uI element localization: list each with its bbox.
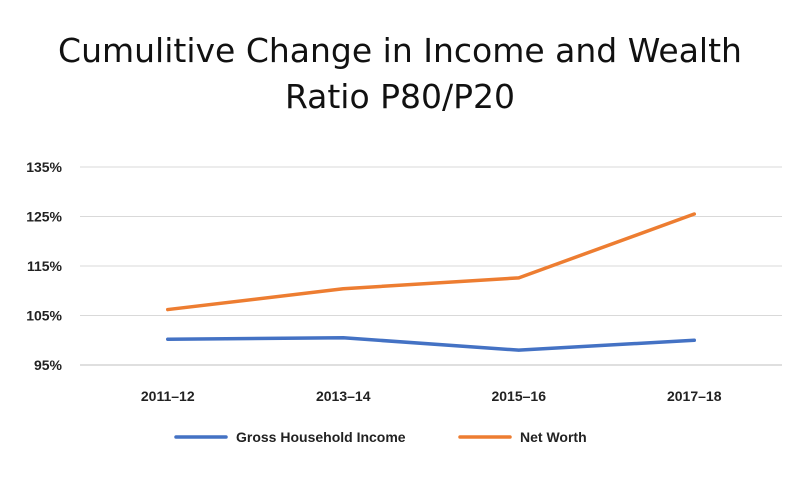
chart-title: Cumulitive Change in Income and Wealth R… [0,28,800,120]
series-line-1 [166,336,696,352]
data-point [341,287,345,291]
data-point [692,338,696,342]
data-point [166,337,170,341]
chart-title-line-2: Ratio P80/P20 [284,77,516,116]
data-point [517,276,521,280]
y-tick-label: 95% [34,357,63,373]
series-line-2 [166,212,696,312]
y-tick-label: 105% [26,308,62,324]
data-point [517,348,521,352]
data-point [341,336,345,340]
y-tick-label: 125% [26,209,62,225]
x-tick-label: 2015–16 [491,388,546,404]
x-tick-label: 2013–14 [316,388,371,404]
data-point [692,212,696,216]
legend-label: Net Worth [520,429,587,445]
y-tick-label: 135% [26,159,62,175]
chart-title-line-1: Cumulitive Change in Income and Wealth [58,31,742,70]
y-tick-label: 115% [27,258,63,274]
x-tick-label: 2017–18 [667,388,722,404]
legend-label: Gross Household Income [236,429,406,445]
x-tick-label: 2011–12 [141,388,195,404]
data-point [166,308,170,312]
